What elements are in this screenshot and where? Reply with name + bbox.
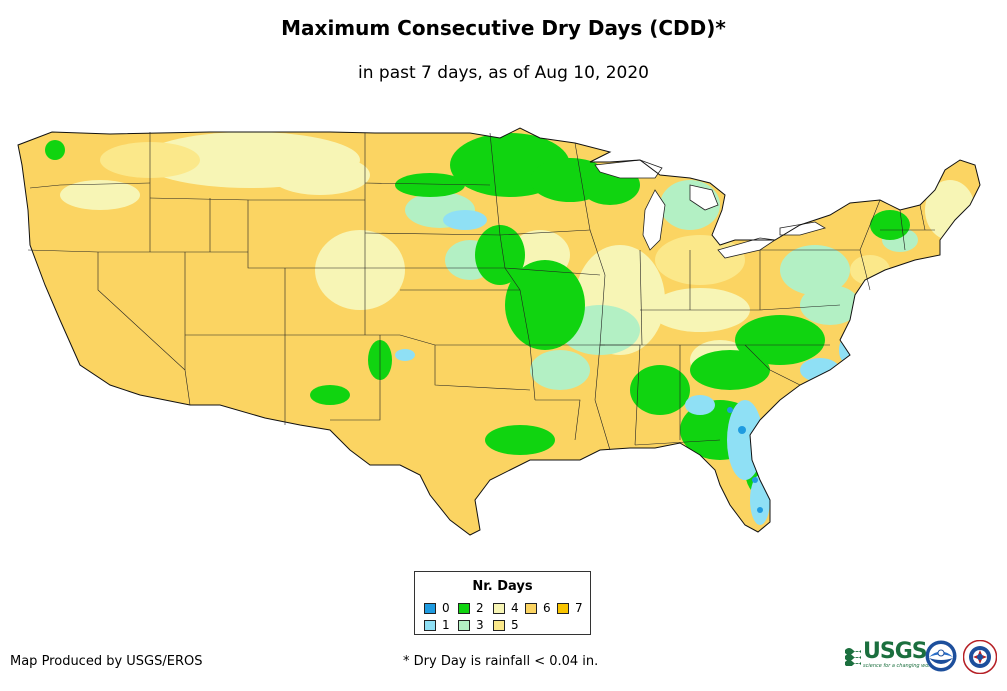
legend: Nr. Days 0 1 2 3 4 5 6 7: [414, 571, 591, 635]
legend-label: 1: [442, 618, 450, 632]
legend-swatch: [493, 619, 505, 631]
legend-item-7: 7: [557, 601, 583, 615]
noaa-seal-icon: [925, 640, 957, 672]
credit-text: Map Produced by USGS/EROS: [10, 654, 203, 669]
zone-0-days: [727, 407, 763, 513]
legend-swatch: [458, 602, 470, 614]
legend-label: 3: [476, 618, 484, 632]
usgs-logo: USGS science for a changing world: [845, 641, 935, 669]
legend-item-3: 3: [458, 618, 484, 632]
legend-item-6: 6: [525, 601, 551, 615]
conus-outline: [17, 127, 981, 536]
map-title: Maximum Consecutive Dry Days (CDD)*: [281, 16, 726, 40]
conus-dry-days-map: [17, 127, 981, 536]
legend-label: 4: [511, 601, 519, 615]
legend-title: Nr. Days: [472, 579, 533, 594]
legend-item-4: 4: [493, 601, 519, 615]
usgs-tagline: science for a changing world: [863, 663, 935, 669]
legend-swatch: [424, 602, 436, 614]
legend-item-0: 0: [424, 601, 450, 615]
legend-item-1: 1: [424, 618, 450, 632]
state-boundaries: [27, 132, 935, 451]
legend-swatch: [557, 602, 569, 614]
legend-item-2: 2: [458, 601, 484, 615]
legend-label: 7: [575, 601, 583, 615]
nws-seal-icon: [963, 640, 997, 674]
legend-label: 5: [511, 618, 519, 632]
usgs-wave-icon: [845, 648, 861, 666]
legend-label: 2: [476, 601, 484, 615]
legend-label: 6: [543, 601, 551, 615]
legend-swatch: [525, 602, 537, 614]
map-subtitle: in past 7 days, as of Aug 10, 2020: [358, 63, 649, 83]
usgs-wordmark: USGS: [863, 639, 928, 664]
legend-item-5: 5: [493, 618, 519, 632]
footnote-text: * Dry Day is rainfall < 0.04 in.: [403, 654, 599, 669]
legend-swatch: [458, 619, 470, 631]
legend-label: 0: [442, 601, 450, 615]
legend-swatch: [424, 619, 436, 631]
great-lakes: [594, 159, 827, 259]
legend-swatch: [493, 602, 505, 614]
